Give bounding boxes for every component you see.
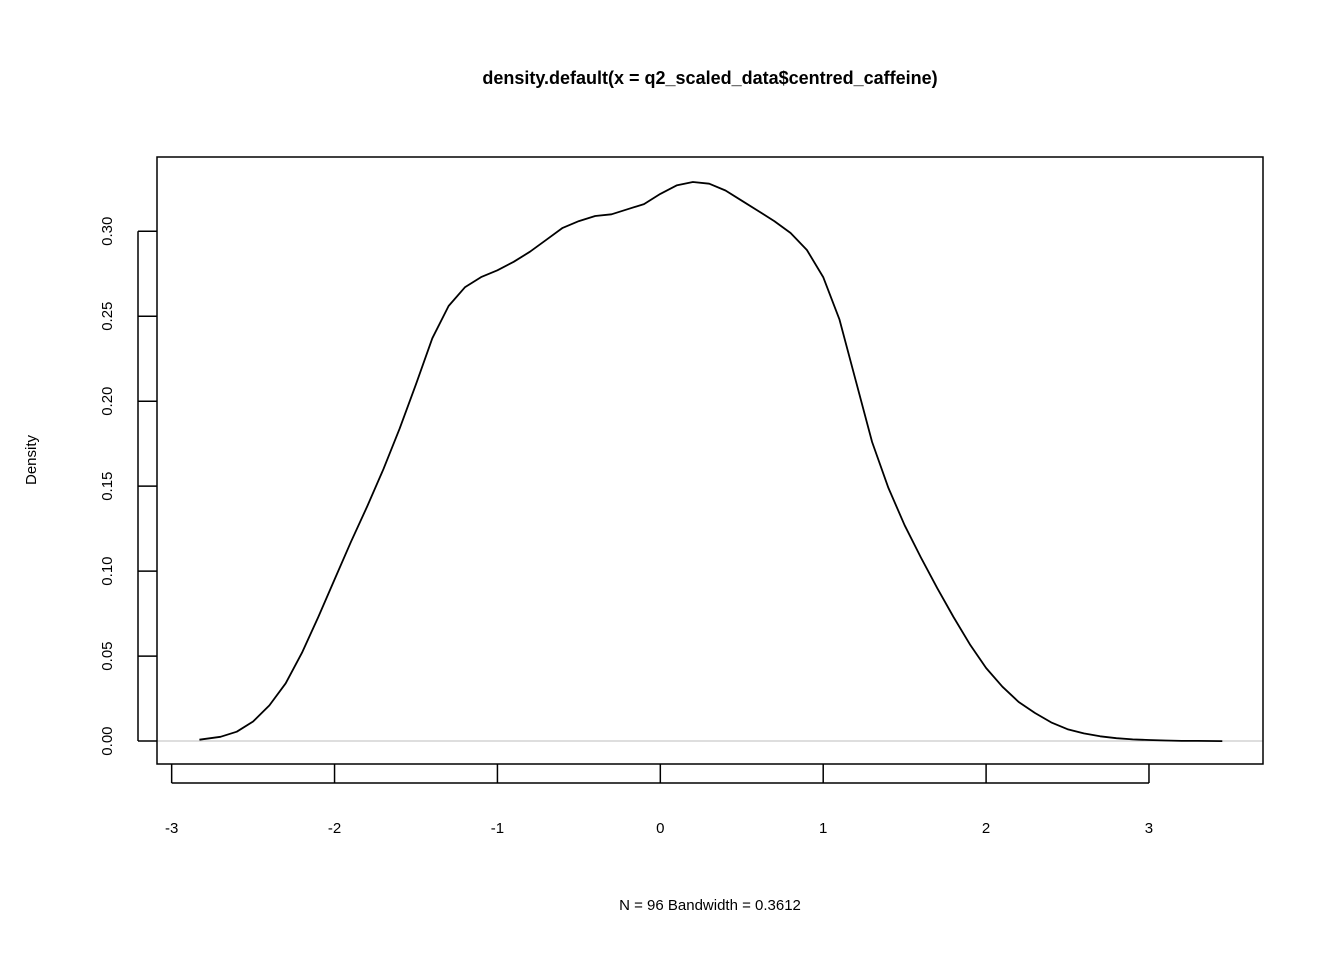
y-tick-label: 0.20 — [99, 387, 116, 416]
y-tick-label: 0.10 — [99, 556, 116, 585]
y-tick-label: 0.05 — [99, 641, 116, 670]
y-tick-label: 0.00 — [99, 726, 116, 755]
x-tick-label: 0 — [656, 820, 664, 837]
x-tick-label: 2 — [982, 820, 990, 837]
y-axis-label: Density — [23, 434, 40, 485]
y-tick-label: 0.15 — [99, 472, 116, 501]
x-tick-label: -3 — [165, 820, 178, 837]
y-tick-label: 0.25 — [99, 302, 116, 331]
x-tick-label: 3 — [1145, 820, 1153, 837]
plot-frame — [156, 156, 1264, 765]
x-tick-label: 1 — [819, 820, 827, 837]
x-axis-label: N = 96 Bandwidth = 0.3612 — [619, 897, 801, 914]
y-tick-label: 0.30 — [99, 217, 116, 246]
x-axis: -3 -2 -1 0 1 2 3 — [165, 764, 1153, 837]
density-curve — [199, 181, 1223, 742]
y-axis: 0.00 0.05 0.10 0.15 0.20 0.25 0.30 — [99, 217, 157, 756]
x-tick-label: -1 — [491, 820, 504, 837]
x-tick-label: -2 — [328, 820, 341, 837]
chart-title: density.default(x = q2_scaled_data$centr… — [482, 68, 937, 88]
